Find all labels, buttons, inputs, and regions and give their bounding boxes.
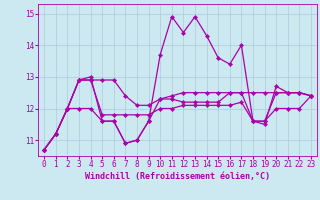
X-axis label: Windchill (Refroidissement éolien,°C): Windchill (Refroidissement éolien,°C) bbox=[85, 172, 270, 181]
